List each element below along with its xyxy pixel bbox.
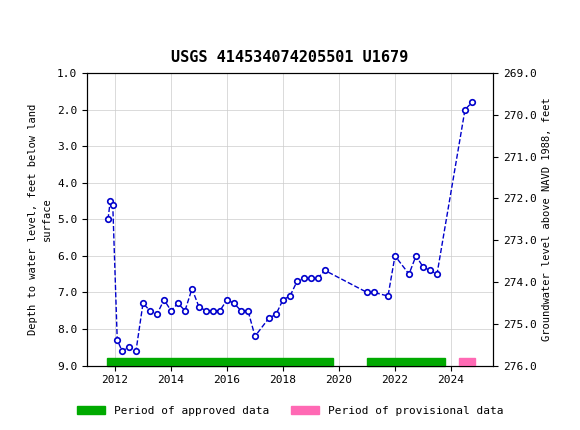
Bar [367, 358, 445, 366]
Y-axis label: Depth to water level, feet below land
surface: Depth to water level, feet below land su… [28, 104, 52, 335]
Title: USGS 414534074205501 U1679: USGS 414534074205501 U1679 [171, 50, 409, 65]
Text: ≡USGS: ≡USGS [12, 16, 66, 34]
Legend: Period of approved data, Period of provisional data: Period of approved data, Period of provi… [72, 401, 508, 420]
Bar [459, 358, 475, 366]
Bar [107, 358, 334, 366]
Y-axis label: Groundwater level above NAVD 1988, feet: Groundwater level above NAVD 1988, feet [542, 98, 552, 341]
